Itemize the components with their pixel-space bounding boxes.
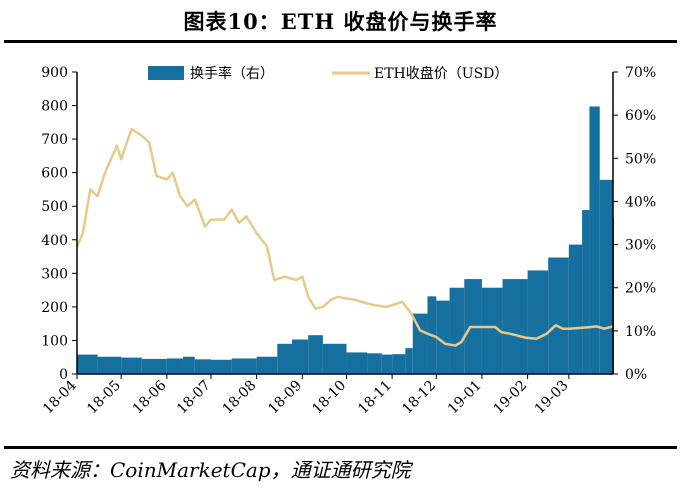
- legend: 换手率（右） ETH收盘价（USD）: [148, 65, 508, 82]
- turnover-bar: [392, 354, 406, 374]
- left-tick-label: 600: [41, 166, 68, 182]
- turnover-bar: [582, 210, 590, 374]
- left-tick-label: 900: [41, 65, 68, 81]
- x-ticks: 18-04 18-05 18-06 18-07 18-08 18-09 18-10 18-11…: [40, 374, 572, 417]
- bottom-rule: [4, 446, 677, 449]
- turnover-bar: [211, 359, 232, 374]
- turnover-bar: [381, 354, 393, 374]
- chart-title: 图表10：ETH 收盘价与换手率: [183, 9, 498, 34]
- turnover-bar: [527, 270, 549, 374]
- turnover-bar: [405, 348, 413, 374]
- right-tick-label: 70%: [625, 65, 656, 81]
- left-y-ticks: 0 100 200 300 400 500 600 700 800 900: [41, 65, 77, 383]
- x-tick-label: 19-03: [532, 378, 572, 418]
- x-tick-label: 19-01: [445, 378, 485, 418]
- top-rule: [4, 40, 677, 43]
- left-tick-label: 800: [41, 99, 68, 115]
- turnover-bar: [412, 313, 428, 374]
- x-tick-label: 18-09: [265, 378, 305, 418]
- right-y-ticks: 0% 10% 20% 30% 40% 50% 60% 70%: [613, 65, 656, 383]
- turnover-bar: [256, 356, 278, 374]
- left-tick-label: 100: [41, 333, 68, 349]
- turnover-bar: [346, 352, 368, 374]
- x-tick-label: 18-10: [309, 378, 349, 418]
- eth-price-line: [75, 127, 614, 347]
- turnover-bar: [291, 339, 309, 374]
- right-tick-label: 30%: [625, 238, 656, 254]
- turnover-bar: [121, 357, 142, 374]
- turnover-bar: [502, 279, 528, 374]
- source-note: 资料来源：CoinMarketCap，通证通研究院: [10, 458, 411, 482]
- x-tick-label: 18-11: [355, 378, 395, 418]
- turnover-bar: [166, 358, 184, 374]
- x-tick-label: 18-12: [399, 378, 439, 418]
- turnover-bar: [589, 106, 600, 374]
- right-tick-label: 40%: [625, 194, 656, 210]
- legend-line-label: ETH收盘价（USD）: [374, 65, 508, 82]
- turnover-bar: [77, 354, 98, 374]
- turnover-bars: [77, 106, 614, 374]
- turnover-bar: [548, 257, 569, 374]
- turnover-bar: [231, 358, 257, 374]
- turnover-bar: [308, 335, 323, 374]
- turnover-bar: [322, 343, 347, 374]
- left-tick-label: 400: [41, 233, 68, 249]
- legend-bar-label: 换手率（右）: [190, 65, 274, 82]
- x-tick-label: 18-08: [220, 378, 260, 418]
- turnover-bar: [141, 358, 167, 374]
- left-tick-label: 700: [41, 132, 68, 148]
- right-tick-label: 50%: [625, 151, 656, 167]
- turnover-bar: [183, 356, 195, 374]
- turnover-bar: [436, 300, 450, 374]
- x-tick-label: 18-07: [174, 378, 214, 418]
- right-tick-label: 60%: [625, 108, 656, 124]
- turnover-bar: [481, 287, 503, 374]
- x-tick-label: 18-06: [130, 377, 170, 417]
- x-tick-label: 19-02: [491, 378, 531, 418]
- turnover-bar: [568, 244, 583, 374]
- turnover-bar: [277, 343, 292, 374]
- turnover-bar: [194, 359, 211, 374]
- left-tick-label: 300: [41, 266, 68, 282]
- chart-svg: 0 100 200 300 400 500 600 700 800 900 0% 10% 20% 30%…: [40, 65, 656, 417]
- legend-bar-swatch: [148, 66, 184, 80]
- turnover-bar: [449, 287, 465, 374]
- left-tick-label: 200: [41, 300, 68, 316]
- right-tick-label: 10%: [625, 324, 656, 340]
- turnover-bar: [367, 353, 382, 374]
- right-tick-label: 0%: [625, 367, 647, 383]
- turnover-bar: [97, 356, 122, 374]
- right-tick-label: 20%: [625, 281, 656, 297]
- left-tick-label: 0: [59, 367, 68, 383]
- x-tick-label: 18-04: [40, 377, 80, 417]
- left-tick-label: 500: [41, 199, 68, 215]
- turnover-bar: [599, 179, 613, 374]
- x-tick-label: 18-05: [84, 378, 124, 418]
